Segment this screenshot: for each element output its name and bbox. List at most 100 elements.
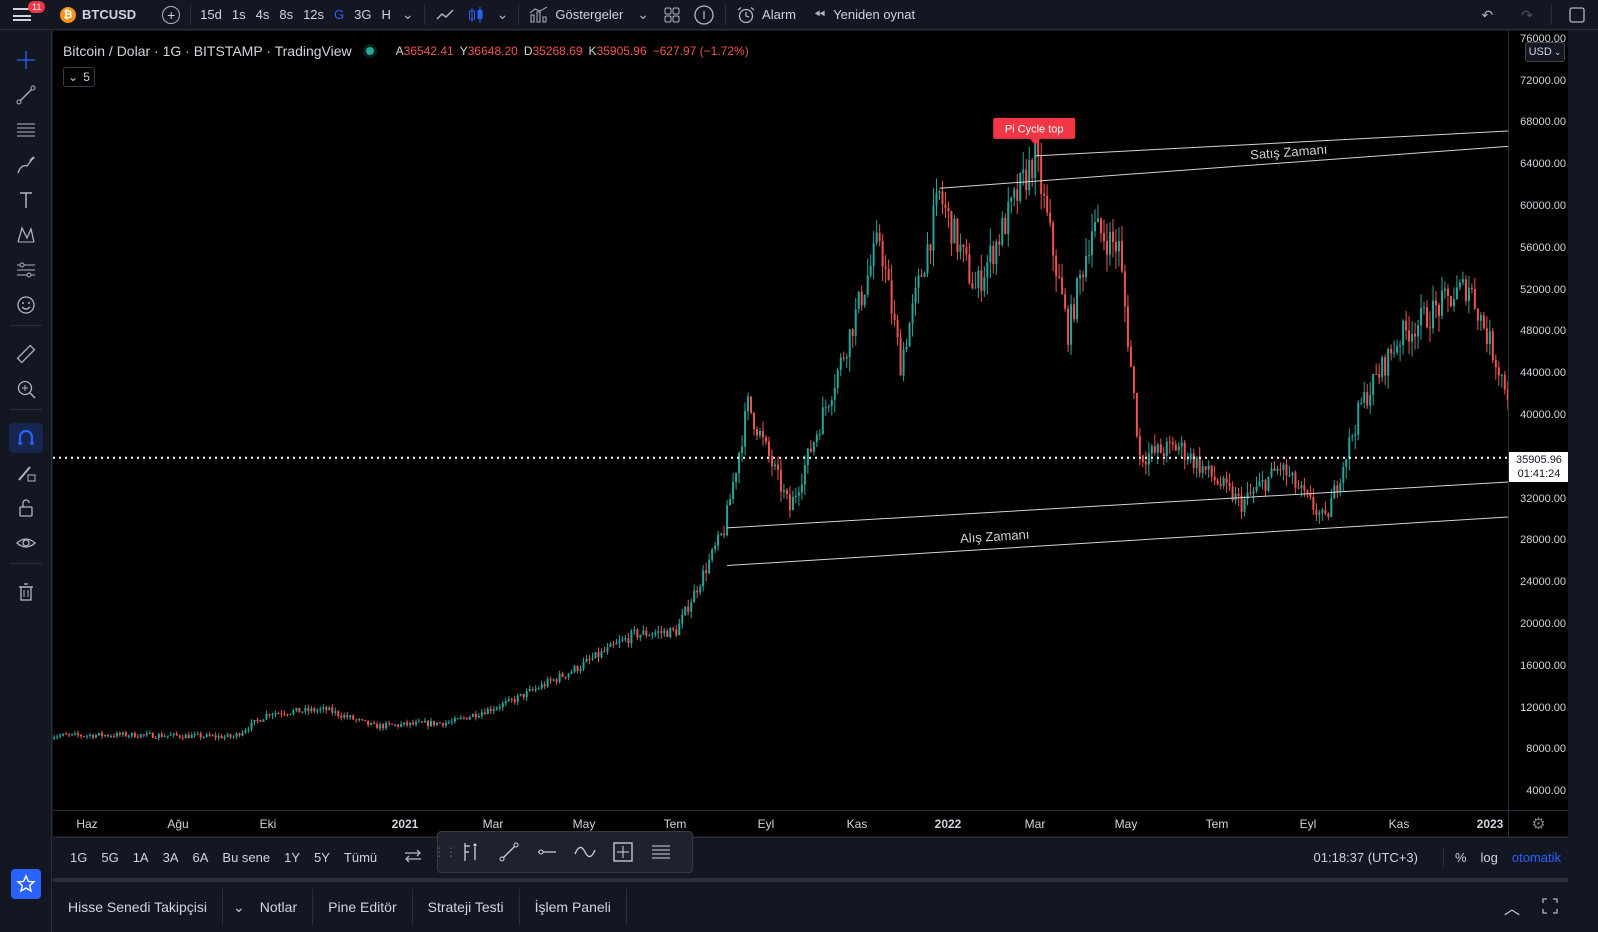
zoom-tool[interactable] [9, 374, 43, 404]
candle [597, 647, 600, 663]
magnet-tool[interactable] [9, 423, 43, 453]
bottom-tab-0[interactable]: Hisse Senedi Takipçisi [53, 889, 224, 925]
bottom-tab-4[interactable]: İşlem Paneli [520, 889, 627, 925]
timeframe-6[interactable]: 3G [354, 7, 372, 22]
symbol-search-button[interactable]: ₿ BTCUSD [44, 0, 142, 30]
candle-body [720, 533, 723, 535]
horizontal-ray-tool[interactable] [528, 834, 566, 870]
indicators-dropdown[interactable]: ⌄ [629, 0, 657, 30]
prediction-tool[interactable] [9, 255, 43, 285]
date-price-range-tool[interactable] [604, 834, 642, 870]
auto-scale-toggle[interactable]: otomatik [1511, 850, 1561, 865]
timeframe-1[interactable]: 1s [231, 7, 246, 22]
candle-chart-type-button[interactable] [461, 0, 491, 30]
long-position-tool[interactable] [452, 834, 490, 870]
undo-button[interactable]: ↶ [1468, 0, 1508, 30]
chart-settings-button[interactable]: ⚙ [1508, 810, 1568, 836]
sell-zone-label[interactable]: Satış Zamanı [1250, 142, 1328, 163]
brush-tool[interactable] [9, 150, 43, 180]
compare-symbol-button[interactable]: + [142, 0, 186, 30]
indicators-collapse-button[interactable]: ⌄ 5 [63, 67, 95, 87]
timezone-clock[interactable]: 01:18:37 (UTC+3) [1313, 850, 1418, 865]
timeframe-4[interactable]: 12s [303, 7, 325, 22]
bottom-tab-1[interactable]: Notlar [245, 889, 314, 925]
trendline-0[interactable] [939, 39, 1508, 189]
range-button-8[interactable]: Tümü [343, 850, 378, 865]
candle [1156, 442, 1159, 465]
range-button-4[interactable]: 6A [192, 850, 209, 865]
panel-collapse-button[interactable]: ︿ [1492, 895, 1532, 919]
chart-pane[interactable]: Satış Zamanı Alış Zamanı Pi Cycle top Bitc… [53, 31, 1508, 810]
bottom-tab-2[interactable]: Pine Editör [313, 889, 413, 925]
pattern-tool[interactable] [9, 220, 43, 250]
buy-zone-label[interactable]: Alış Zamanı [960, 527, 1030, 546]
range-button-3[interactable]: 3A [162, 850, 179, 865]
timeframe-0[interactable]: 15d [200, 7, 222, 22]
fib-retracement-tool[interactable] [9, 115, 43, 145]
lock-drawings-tool[interactable] [9, 493, 43, 523]
range-button-0[interactable]: 1G [70, 850, 88, 865]
timeframe-3[interactable]: 8s [279, 7, 294, 22]
candle [1091, 213, 1094, 268]
hide-drawings-tool[interactable] [9, 528, 43, 558]
panel-maximize-button[interactable] [1532, 897, 1568, 917]
candle [770, 449, 773, 477]
trendline-2[interactable] [727, 396, 1508, 529]
pencil-lock-icon [18, 466, 36, 482]
calendar-arrows-icon [405, 849, 422, 863]
alert-button[interactable]: Alarm [730, 0, 802, 30]
range-button-1[interactable]: 5G [101, 850, 119, 865]
trendline-3[interactable] [727, 426, 1508, 566]
measure-tool[interactable] [9, 339, 43, 369]
crosshair-tool[interactable] [9, 45, 43, 75]
log-scale-toggle[interactable]: log [1480, 850, 1498, 865]
main-menu-button[interactable]: 11 [0, 0, 46, 30]
timeframe-2[interactable]: 4s [255, 7, 270, 22]
trend-line-quick-tool[interactable] [490, 834, 528, 870]
range-button-5[interactable]: Bu sene [222, 850, 271, 865]
emoji-tool[interactable] [9, 290, 43, 320]
candle [88, 732, 91, 739]
bottom-tab-3[interactable]: Strateji Testi [413, 889, 520, 925]
chart-type-dropdown[interactable]: ⌄ [491, 0, 515, 30]
range-button-6[interactable]: 1Y [284, 850, 301, 865]
fib-quick-tool[interactable] [642, 834, 680, 870]
candle-body [714, 545, 717, 550]
candle-body [1228, 482, 1231, 487]
range-button-7[interactable]: 5Y [314, 850, 330, 865]
currency-button[interactable]: USD ⌄ [1525, 42, 1565, 62]
stay-in-drawing-mode-tool[interactable] [9, 458, 43, 488]
trendline-1[interactable] [1035, 54, 1508, 157]
templates-button[interactable] [687, 0, 721, 30]
timeframe-7[interactable]: H [381, 7, 391, 22]
range-button-2[interactable]: 1A [132, 850, 149, 865]
candle-body [394, 724, 397, 726]
go-to-date-button[interactable] [396, 847, 430, 868]
time-axis[interactable]: Haz Ağu Eki 2021 Mar May Tem Eyl Kas 2022 Mar May Te… [53, 810, 1508, 836]
fullscreen-button[interactable] [1556, 0, 1598, 30]
pi-cycle-annotation[interactable]: Pi Cycle top [993, 117, 1076, 145]
text-tool[interactable] [9, 185, 43, 215]
price-axis[interactable]: 4000.00 8000.00 12000.00 16000.00 20000.00 24… [1508, 31, 1568, 810]
chevron-down-icon[interactable]: ⌄ [233, 898, 245, 915]
favorites-button[interactable] [11, 869, 41, 899]
replay-button[interactable]: ⏪︎ Yeniden oynat [802, 0, 921, 30]
candle-body [283, 713, 286, 715]
remove-drawings-tool[interactable] [9, 577, 43, 607]
low-label: D [523, 44, 533, 58]
redo-button[interactable]: ↷ [1507, 0, 1547, 30]
drag-handle-icon[interactable]: ⋮⋮ [433, 845, 457, 859]
timeframe-5[interactable]: G [334, 7, 345, 22]
indicators-button[interactable]: Göstergeler [523, 0, 629, 30]
percent-scale-toggle[interactable]: % [1454, 850, 1467, 865]
price-chart[interactable]: Satış Zamanı Alış Zamanı Pi Cycle top [53, 31, 1508, 810]
layouts-button[interactable] [657, 0, 687, 30]
timeframe-dropdown[interactable]: ⌄ [396, 0, 420, 30]
curve-tool[interactable] [566, 834, 604, 870]
candle [842, 351, 845, 362]
candle-body [71, 733, 74, 735]
drawing-toolbar [0, 31, 52, 932]
trend-line-tool[interactable] [9, 80, 43, 110]
line-chart-type-button[interactable] [429, 0, 461, 30]
candle [409, 722, 412, 729]
